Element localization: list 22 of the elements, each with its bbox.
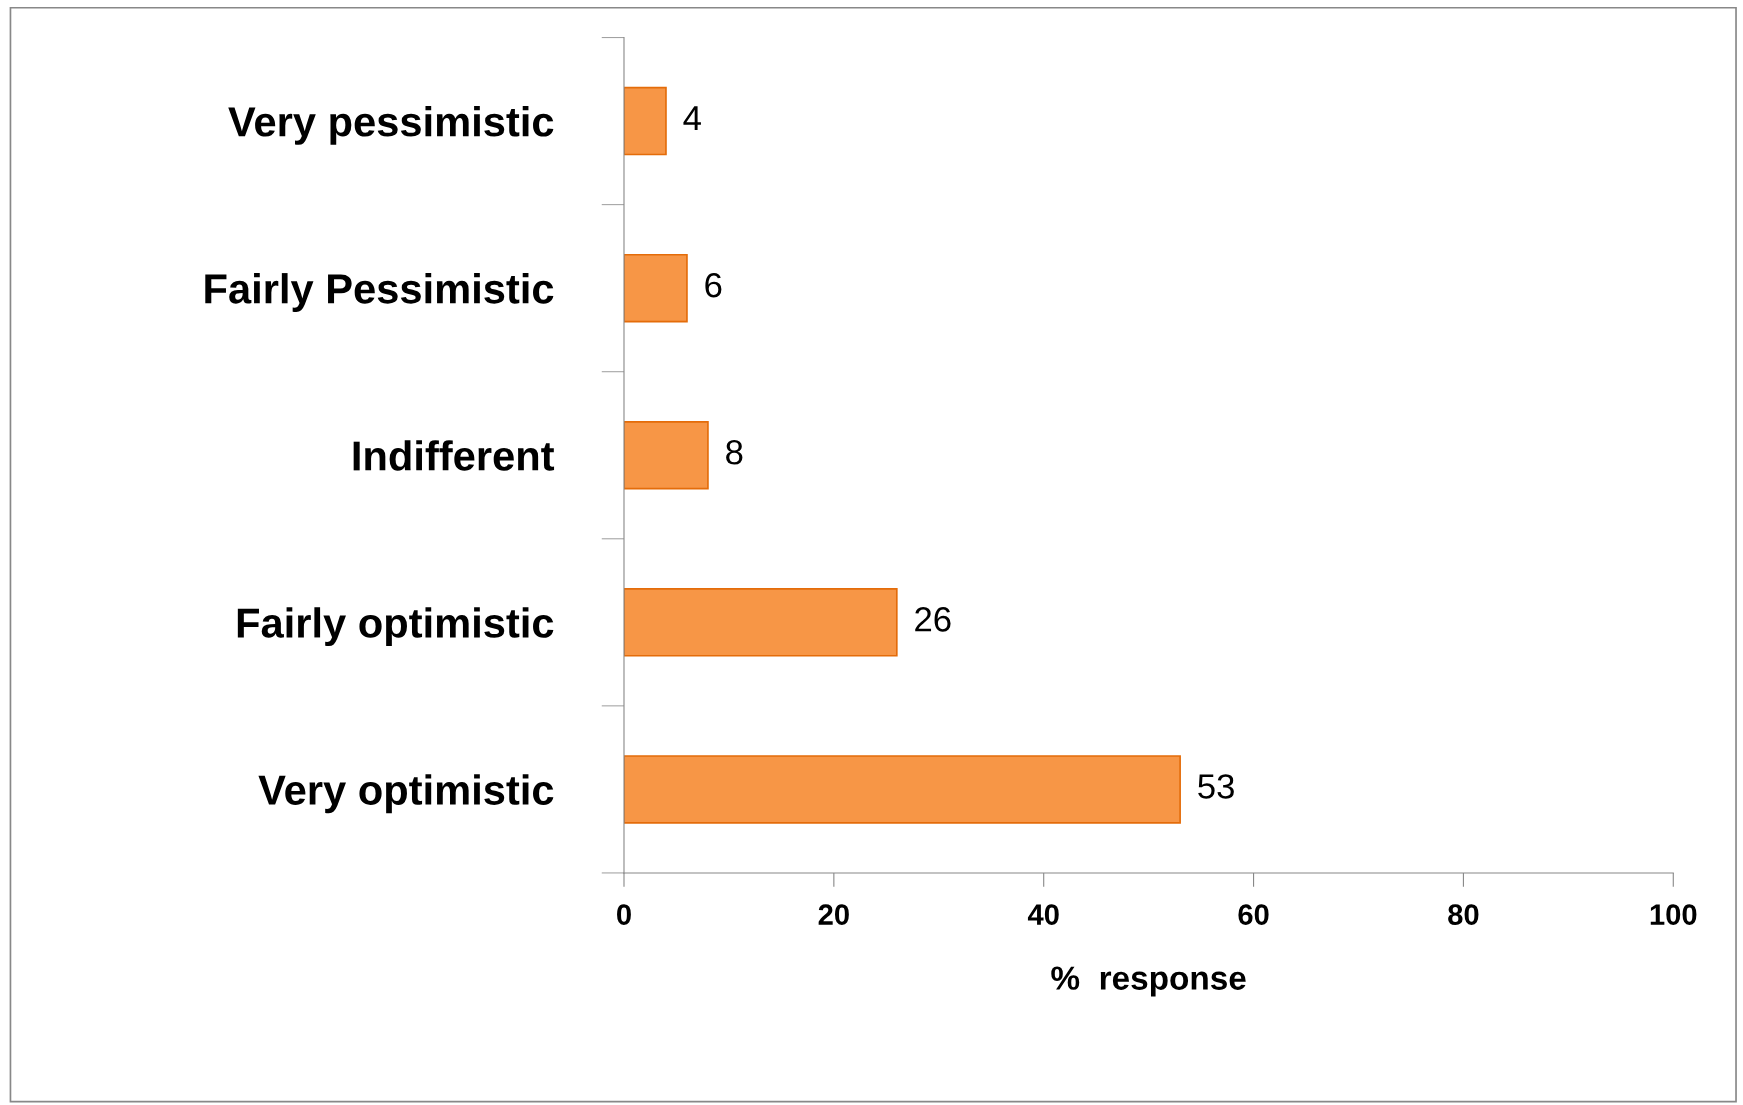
bar bbox=[623, 253, 688, 323]
bar bbox=[623, 755, 1181, 824]
data-label: 53 bbox=[1198, 774, 1234, 799]
y-tick-label: Very optimistic bbox=[258, 774, 554, 814]
x-tick-label: 40 bbox=[1027, 904, 1059, 925]
y-tick-label: Very pessimistic bbox=[228, 106, 554, 145]
bar bbox=[623, 588, 898, 657]
data-label: 8 bbox=[726, 439, 743, 465]
x-tick-label: 0 bbox=[617, 904, 631, 925]
data-label: 4 bbox=[683, 106, 701, 131]
bar bbox=[623, 86, 667, 156]
bar bbox=[623, 421, 709, 490]
y-tick-label: Fairly optimistic bbox=[237, 607, 554, 647]
x-tick-label: 20 bbox=[818, 904, 849, 925]
x-axis-title: % response bbox=[1051, 966, 1246, 997]
x-tick-label: 60 bbox=[1238, 904, 1269, 925]
data-label: 6 bbox=[705, 272, 722, 298]
x-tick-label: 80 bbox=[1448, 904, 1479, 925]
y-tick-label: Indifferent bbox=[353, 440, 555, 471]
y-tick-label: Fairly Pessimistic bbox=[205, 273, 554, 312]
data-label: 26 bbox=[915, 607, 951, 632]
x-tick-label: 100 bbox=[1650, 904, 1697, 925]
